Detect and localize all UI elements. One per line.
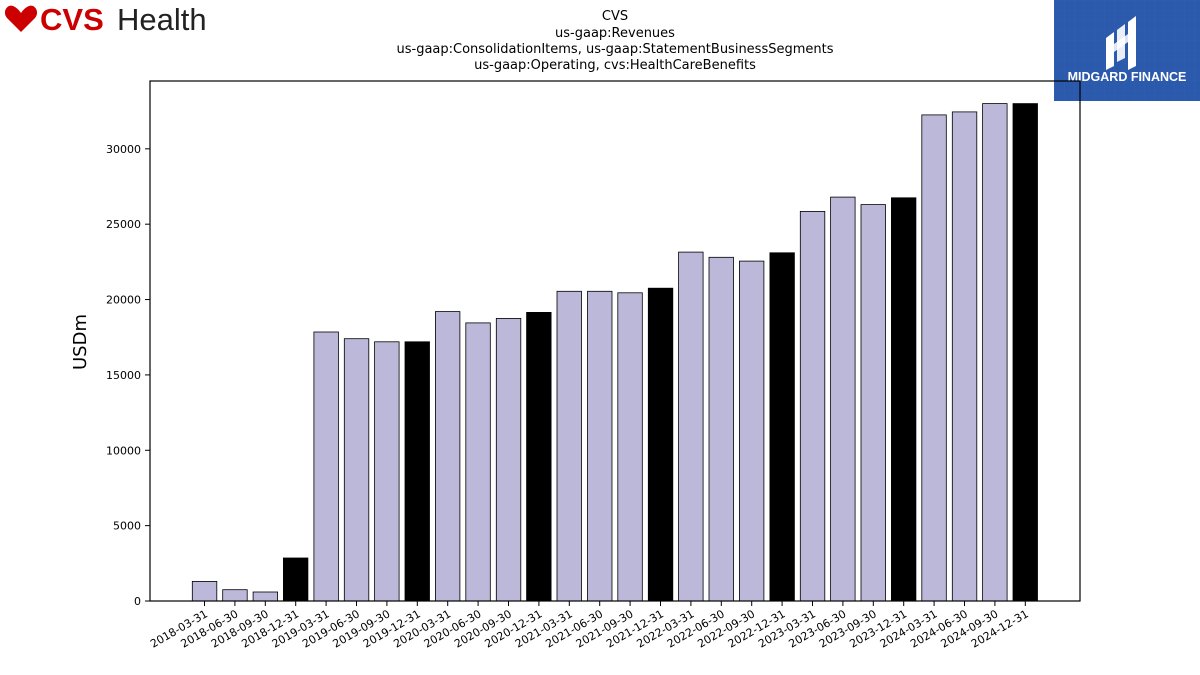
bar-2021-12-31 [647,287,674,602]
logo-text-cvs: CVS [40,2,104,36]
y-tick-label: 15000 [106,369,141,382]
y-tick-label: 25000 [106,218,141,231]
bar-2023-12-31 [891,197,917,602]
bar-2023-03-31 [799,210,826,602]
bar-2023-09-30 [860,204,886,602]
chart-title-line-1: CVS [602,9,628,24]
chart-title: CVS us-gaap:Revenues us-gaap:Consolidati… [396,9,833,73]
y-tick-label: 20000 [106,294,141,307]
y-tick-label: 10000 [106,444,141,457]
y-axis: 0 5000 10000 15000 20000 25000 30000 [106,143,150,608]
bar-2021-03-31 [556,290,582,602]
y-tick-label: 5000 [113,520,141,533]
logo-text-health: Health [117,2,207,36]
bar-2019-06-30 [343,338,370,602]
bar-2022-06-30 [708,256,734,602]
bar-2020-12-31 [526,311,552,602]
bar-2019-09-30 [374,341,400,602]
plot-frame [149,80,1081,602]
bar-2024-12-31 [1012,103,1038,602]
bar-2020-03-31 [434,311,461,602]
bar-2019-12-31 [404,341,430,602]
bar-2021-06-30 [587,290,613,602]
chart-title-line-3: us-gaap:ConsolidationItems, us-gaap:Stat… [396,42,833,57]
bar-2018-06-30 [222,589,248,602]
chart-title-line-2: us-gaap:Revenues [555,26,675,41]
x-axis: 2018-03-312018-06-302018-09-302018-12-31… [148,601,1031,651]
heart-icon [4,5,38,32]
bar-2024-06-30 [951,111,978,602]
bar-2018-09-30 [252,591,279,602]
y-tick-label: 0 [134,595,141,608]
y-tick-label: 30000 [106,143,141,156]
midgard-finance-logo: MIDGARD FINANCE [1054,0,1200,101]
bar-series [191,103,1038,602]
midgard-logo-text: MIDGARD FINANCE [1068,70,1187,84]
bar-2020-09-30 [495,317,522,602]
chart-title-line-4: us-gaap:Operating, cvs:HealthCareBenefit… [474,58,756,73]
bar-2024-03-31 [921,114,947,602]
cvs-health-logo: CVS Health [4,2,207,36]
bar-2022-12-31 [769,252,795,602]
bar-2024-09-30 [982,103,1008,602]
y-axis-label: USDm [70,314,91,370]
bar-2023-06-30 [830,196,856,602]
bar-2018-03-31 [191,581,218,602]
bar-2022-09-30 [739,260,765,602]
midgard-mark-icon [1106,16,1136,70]
bar-2020-06-30 [465,322,491,602]
bar-2018-12-31 [282,557,309,602]
bar-2022-03-31 [678,251,704,602]
bar-2019-03-31 [313,331,339,602]
bar-2021-09-30 [617,292,643,602]
